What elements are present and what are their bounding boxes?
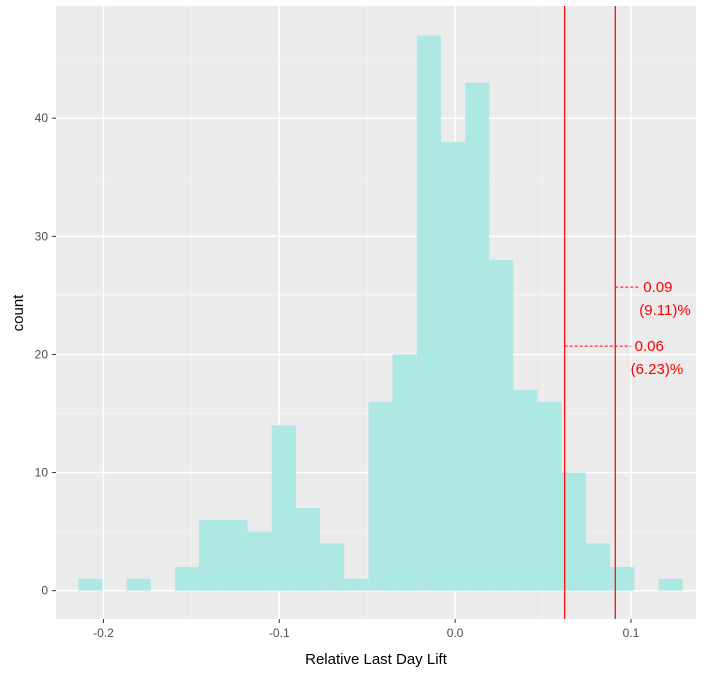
y-axis: 0 10 20 30 40 [35,111,56,598]
histogram-bar [223,519,248,591]
histogram-bar [126,578,151,591]
histogram-bar [513,389,538,591]
y-tick-label: 0 [41,584,48,598]
histogram-bar [489,259,514,591]
histogram-bar [392,354,417,591]
histogram-bar [537,401,562,591]
minor-gridlines [56,6,696,619]
threshold-value-label: 0.06 [635,338,664,355]
histogram-bar [320,543,345,591]
histogram-bar [78,578,103,591]
histogram-bar [199,519,224,591]
threshold-value-label: 0.09 [643,279,672,296]
x-tick-label: 0.1 [623,626,640,640]
histogram-bar [585,543,611,591]
histogram-bar [440,141,466,591]
histogram-bar [610,567,635,591]
x-tick-label: -0.2 [93,626,114,640]
histogram-bar [658,578,683,591]
histogram-bar [247,531,272,591]
y-tick-label: 40 [35,111,49,125]
histogram-bar [368,401,393,591]
histogram-bar [465,82,490,591]
histogram-bar [175,567,200,591]
histogram-bar [295,507,320,591]
y-tick-label: 20 [35,347,49,361]
histogram-bar [271,425,296,591]
x-axis: -0.2 -0.1 0.0 0.1 [93,619,640,640]
histogram-bars [78,35,683,591]
y-tick-label: 10 [35,466,49,480]
x-tick-label: -0.1 [269,626,290,640]
histogram-bar [561,472,587,591]
histogram-bar [416,35,441,591]
x-axis-title: Relative Last Day Lift [305,651,448,668]
x-tick-label: 0.0 [447,626,464,640]
histogram-bar [344,578,369,591]
threshold-percent-label: (6.23)% [631,361,684,378]
threshold-lines [564,6,616,619]
threshold-percent-label: (9.11)% [639,302,690,319]
threshold-annotations: 0.06 (6.23)% 0.09 (9.11)% [564,279,691,378]
y-tick-label: 30 [35,229,49,243]
y-axis-title: count [10,294,27,332]
